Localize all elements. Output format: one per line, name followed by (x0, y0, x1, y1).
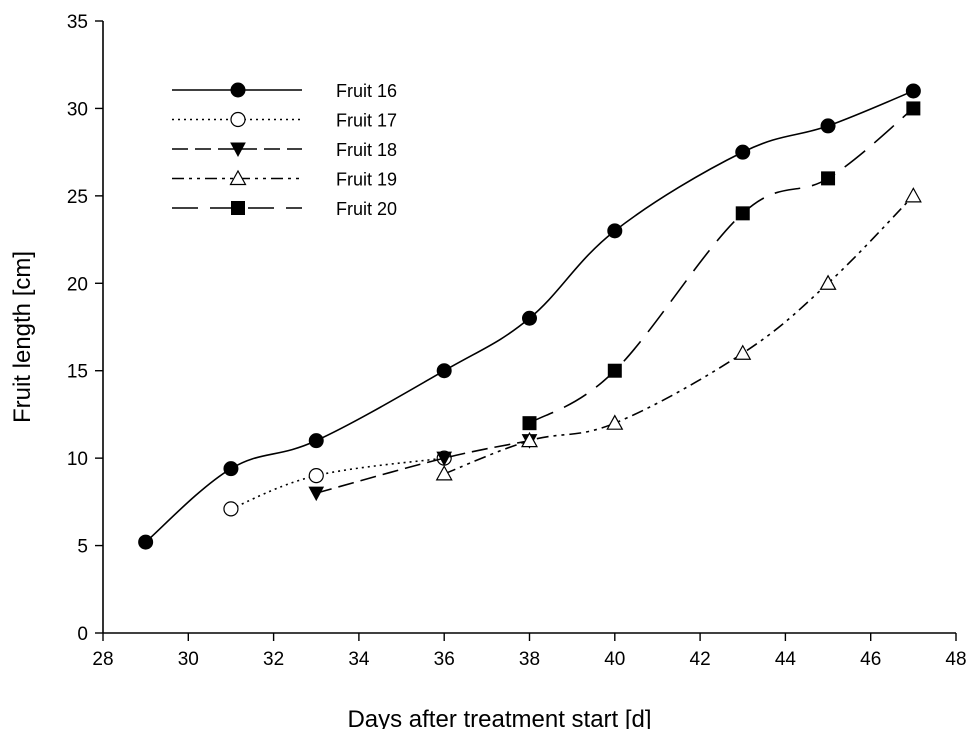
legend-entry-fruit-19: Fruit 19 (172, 170, 397, 190)
x-tick-label: 48 (945, 649, 966, 670)
data-point-fruit-16 (522, 310, 537, 326)
legend-entry-fruit-17: Fruit 17 (172, 111, 397, 131)
data-point-fruit-16 (308, 433, 324, 449)
x-tick-label: 38 (519, 649, 540, 670)
data-point-fruit-19 (606, 414, 624, 430)
legend-label-fruit-18: Fruit 18 (336, 140, 397, 160)
data-point-fruit-18 (436, 451, 453, 467)
legend-entry-fruit-18: Fruit 18 (172, 140, 397, 160)
data-point-fruit-16 (820, 118, 836, 134)
series-fruit-16 (138, 83, 921, 550)
data-point-fruit-19 (734, 344, 752, 360)
y-tick-label: 10 (67, 449, 88, 470)
legend-marker-fruit-16 (230, 82, 246, 98)
series-fruit-20 (522, 101, 921, 431)
x-tick-label: 40 (604, 649, 625, 670)
y-tick-label: 35 (67, 12, 88, 33)
series-line-fruit-19 (443, 195, 914, 475)
x-tick-label: 46 (860, 649, 881, 670)
data-point-fruit-20 (906, 101, 921, 116)
legend-entry-fruit-20: Fruit 20 (172, 199, 397, 219)
x-tick-label: 28 (92, 649, 113, 670)
x-tick-label: 34 (348, 649, 370, 670)
y-tick-label: 0 (77, 624, 88, 645)
axes: 28 30 32 34 36 38 40 42 44 46 48 0 5 10 15 20 25 30 35 (67, 12, 966, 670)
data-point-fruit-16 (607, 223, 623, 239)
legend-label-fruit-19: Fruit 19 (336, 170, 397, 190)
series-fruit-19 (435, 187, 922, 481)
data-point-fruit-19 (435, 465, 453, 481)
data-point-fruit-20 (607, 363, 622, 378)
data-point-fruit-16 (138, 534, 154, 550)
data-point-fruit-17 (223, 501, 239, 517)
data-point-fruit-18 (308, 486, 325, 502)
data-point-fruit-19 (819, 274, 837, 290)
data-point-fruit-19 (904, 187, 922, 203)
x-tick-label: 44 (775, 649, 797, 670)
data-point-fruit-19 (520, 431, 539, 448)
legend-marker-fruit-19 (229, 169, 247, 186)
series-fruit-18 (308, 434, 538, 502)
data-point-fruit-20 (735, 206, 750, 221)
y-tick-label: 30 (67, 99, 88, 120)
y-tick-label: 15 (67, 362, 88, 383)
legend-label-fruit-17: Fruit 17 (336, 111, 397, 131)
x-tick-label: 36 (434, 649, 455, 670)
series-line-fruit-18 (316, 439, 530, 494)
legend: Fruit 16 Fruit 17 Fruit 18 Fruit 19 Fruit 20 (172, 81, 397, 219)
data-point-fruit-16 (436, 363, 452, 379)
data-point-fruit-16 (223, 461, 239, 477)
series-layer (138, 83, 922, 550)
legend-label-fruit-16: Fruit 16 (336, 81, 397, 101)
legend-label-fruit-20: Fruit 20 (336, 199, 397, 219)
x-tick-label: 32 (263, 649, 284, 670)
x-axis-title: Days after treatment start [d] (347, 706, 651, 729)
x-tick-label: 42 (690, 649, 711, 670)
legend-marker-fruit-18 (230, 142, 246, 158)
y-axis-title: Fruit length [cm] (9, 251, 36, 423)
series-fruit-17 (223, 450, 452, 517)
series-line-fruit-20 (529, 107, 914, 424)
y-tick-label: 20 (67, 274, 88, 295)
data-point-fruit-16 (735, 144, 751, 160)
data-point-fruit-16 (905, 83, 921, 99)
legend-entry-fruit-16: Fruit 16 (172, 81, 397, 101)
y-tick-label: 5 (77, 537, 88, 558)
y-tick-label: 25 (67, 187, 88, 208)
data-point-fruit-17 (308, 468, 324, 484)
data-point-fruit-20 (821, 171, 836, 186)
legend-marker-fruit-17 (230, 111, 246, 128)
legend-marker-fruit-20 (231, 201, 245, 215)
data-point-fruit-20 (522, 416, 537, 431)
x-tick-label: 30 (178, 649, 199, 670)
